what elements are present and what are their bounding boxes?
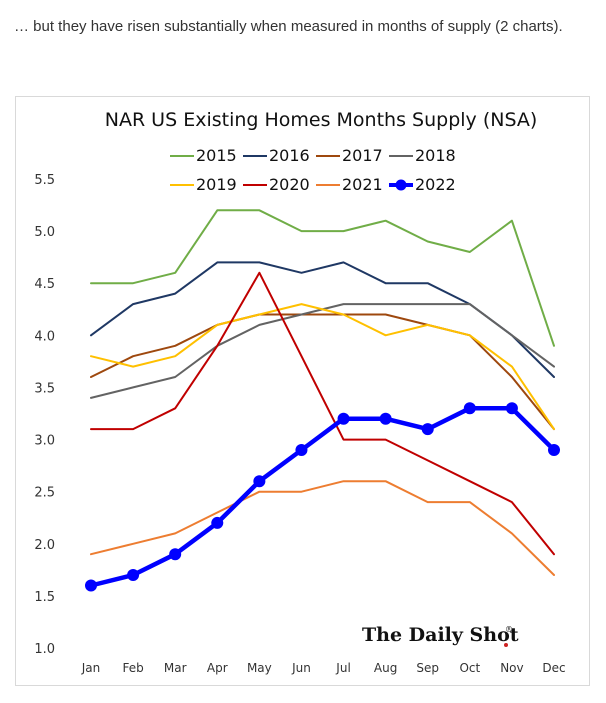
- legend-item-2020: 2020: [243, 175, 310, 194]
- data-point-2022: [505, 402, 518, 415]
- x-tick-label: Apr: [207, 661, 228, 675]
- data-point-2022: [253, 475, 266, 488]
- data-point-2022: [295, 443, 308, 456]
- legend-item-2018: 2018: [389, 146, 456, 165]
- legend-label: 2015: [196, 146, 237, 165]
- data-point-2022: [169, 548, 182, 561]
- series-line-2021: [90, 480, 555, 576]
- y-tick-label: 5.0: [34, 225, 55, 240]
- x-tick-label: Jan: [81, 661, 101, 675]
- x-tick-label: Dec: [542, 661, 565, 675]
- x-axis-ticks: Jan Feb Mar Apr May Jun Jul Aug Sep Oct Nov Dec: [81, 661, 566, 675]
- brand-logo: The Daily Shot ®: [362, 624, 519, 647]
- brand-mark: ®: [505, 625, 513, 634]
- x-tick-label: Feb: [122, 661, 143, 675]
- data-point-2022: [211, 516, 224, 529]
- data-point-2022: [548, 443, 560, 456]
- series-lines: [85, 209, 560, 592]
- legend-label: 2016: [269, 146, 310, 165]
- data-point-2022: [127, 569, 140, 582]
- series-line-2017: [90, 313, 555, 431]
- brand-dot-icon: [504, 643, 508, 647]
- y-axis-ticks: 1.0 1.5 2.0 2.5 3.0 3.5 4.0 4.5 5.0 5.5: [34, 173, 55, 657]
- series-line-2020: [90, 271, 555, 556]
- legend-label: 2020: [269, 175, 310, 194]
- y-tick-label: 4.0: [34, 329, 55, 344]
- y-tick-label: 4.5: [34, 277, 55, 292]
- x-tick-label: May: [247, 661, 272, 675]
- x-tick-label: Nov: [500, 661, 523, 675]
- legend-label: 2019: [196, 175, 237, 194]
- x-tick-label: Jul: [335, 661, 350, 675]
- series-line-2022: [88, 406, 557, 588]
- legend-marker: [395, 179, 407, 191]
- legend-label: 2021: [342, 175, 383, 194]
- y-tick-label: 2.0: [34, 538, 55, 553]
- x-tick-label: Aug: [374, 661, 397, 675]
- x-tick-label: Oct: [459, 661, 480, 675]
- data-point-2022: [463, 402, 476, 415]
- x-tick-label: Sep: [416, 661, 439, 675]
- y-tick-label: 1.5: [34, 590, 55, 605]
- y-tick-label: 5.5: [34, 173, 55, 188]
- chart-frame: [15, 96, 590, 686]
- legend-item-2021: 2021: [316, 175, 383, 194]
- legend-label: 2022: [415, 175, 456, 194]
- legend-item-2019: 2019: [170, 175, 237, 194]
- x-tick-label: Mar: [164, 661, 187, 675]
- intro-text: … but they have risen substantially when…: [14, 18, 563, 35]
- data-point-2022: [85, 579, 97, 592]
- series-line-2015: [90, 209, 555, 347]
- legend-label: 2017: [342, 146, 383, 165]
- series-line-2019: [90, 303, 555, 431]
- brand-name: The Daily Shot: [362, 624, 519, 646]
- data-point-2022: [379, 412, 392, 425]
- data-point-2022: [421, 423, 434, 436]
- data-point-2022: [337, 412, 350, 425]
- legend-item-2016: 2016: [243, 146, 310, 165]
- chart-legend: 2015 2016 2017 2018 2019 2020 2021 2022: [170, 146, 456, 194]
- y-tick-label: 2.5: [34, 486, 55, 501]
- y-tick-label: 3.5: [34, 381, 55, 396]
- legend-item-2017: 2017: [316, 146, 383, 165]
- x-tick-label: Jun: [291, 661, 311, 675]
- y-tick-label: 1.0: [34, 642, 55, 657]
- legend-item-2015: 2015: [170, 146, 237, 165]
- legend-label: 2018: [415, 146, 456, 165]
- y-tick-label: 3.0: [34, 434, 55, 449]
- chart-title: NAR US Existing Homes Months Supply (NSA…: [105, 109, 538, 131]
- legend-item-2022: 2022: [389, 175, 456, 194]
